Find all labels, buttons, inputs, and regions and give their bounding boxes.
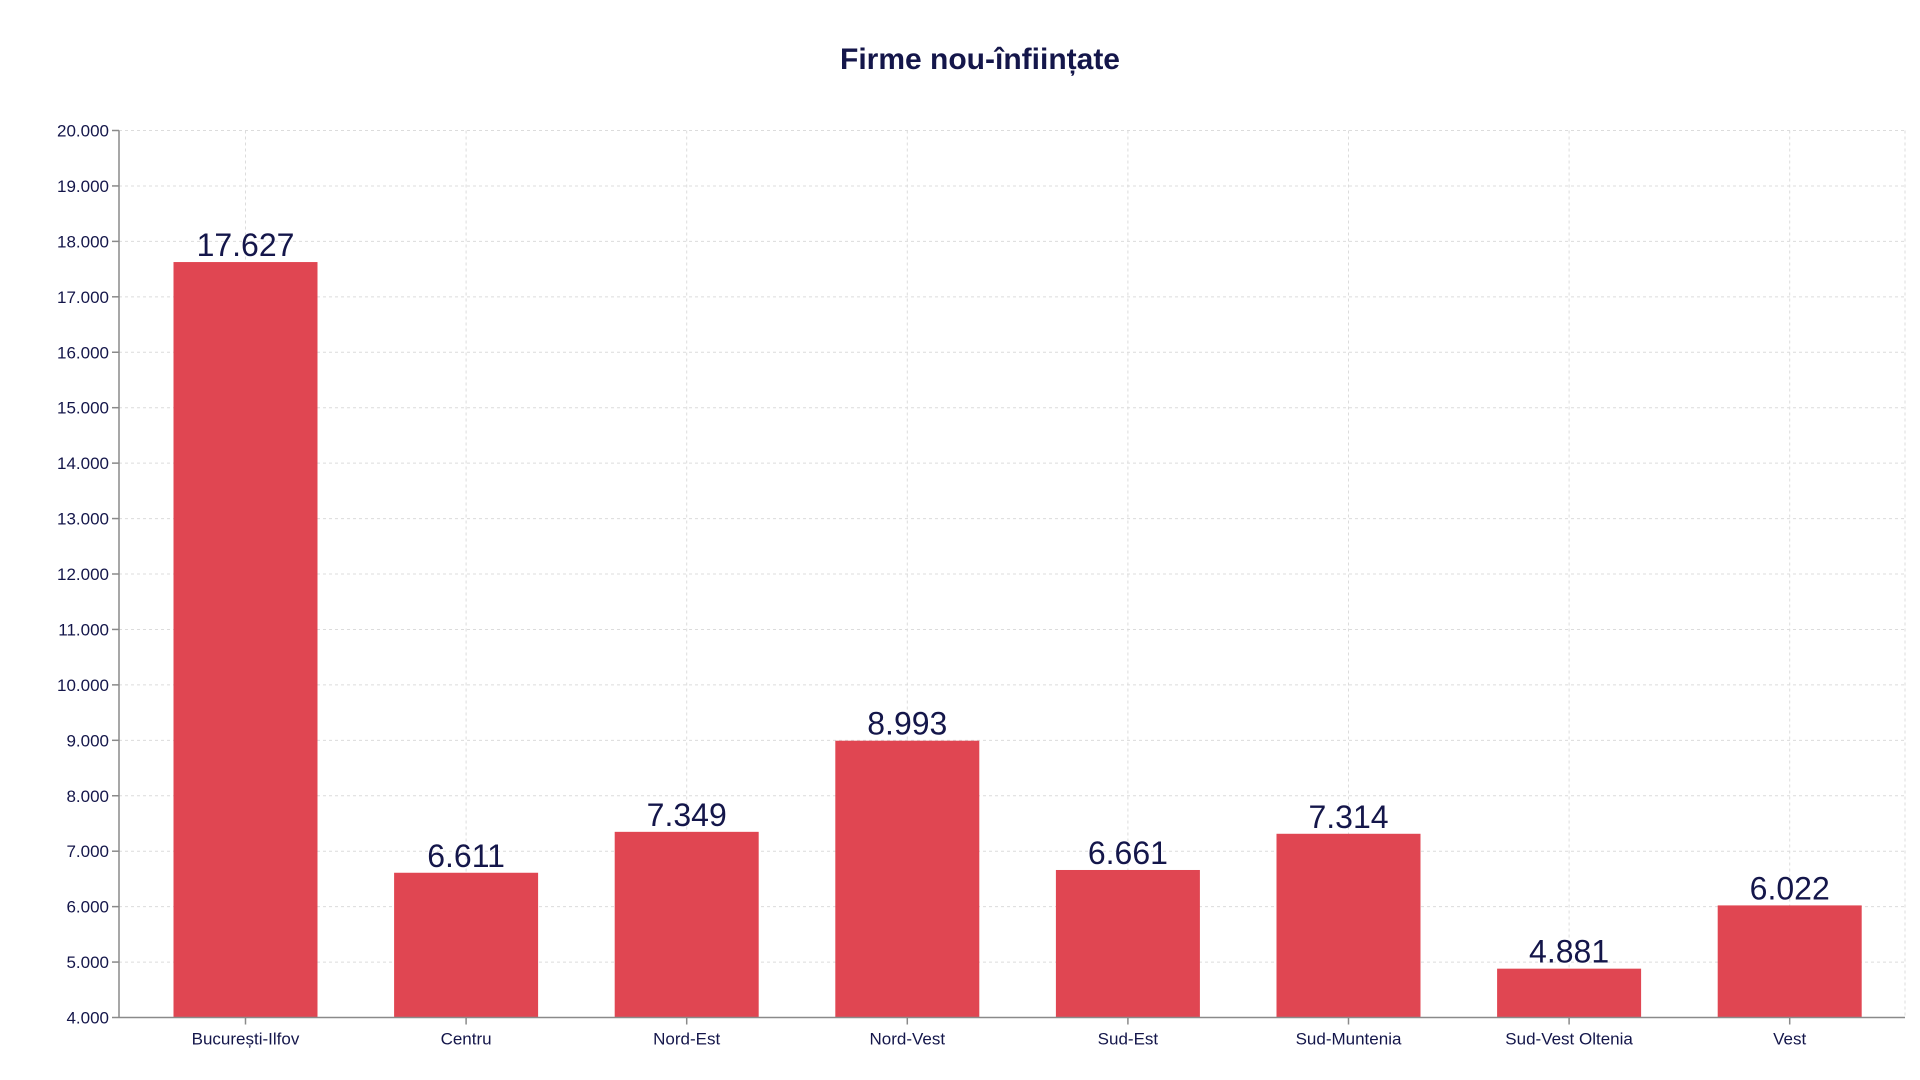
y-tick-label: 19.000: [57, 177, 109, 196]
bar-value-label: 7.314: [1308, 799, 1388, 835]
y-tick-label: 15.000: [57, 399, 109, 418]
y-tick-label: 18.000: [57, 232, 109, 251]
axes: 4.000 5.000 6.000 7.000 8.000 9.000 10.000 11.0…: [57, 122, 1905, 1028]
bar-value-label: 8.993: [867, 706, 947, 742]
y-tick-label: 9.000: [66, 731, 109, 750]
bar-sud-vest-oltenia[interactable]: [1497, 968, 1642, 1018]
chart-title: Firme nou-înființate: [840, 43, 1120, 76]
y-tick-label: 13.000: [57, 510, 109, 529]
y-tick-label: 10.000: [57, 676, 109, 695]
y-tick-label: 5.000: [66, 953, 109, 972]
bars: [173, 262, 1862, 1018]
bar-value-label: 7.349: [647, 797, 727, 833]
bar-nord-vest[interactable]: [835, 740, 980, 1018]
x-category-label: Nord-Vest: [870, 1030, 946, 1049]
x-category-label: Sud-Muntenia: [1296, 1030, 1402, 1049]
x-category-label: Sud-Vest Oltenia: [1505, 1030, 1633, 1049]
x-category-label: Nord-Est: [653, 1030, 720, 1049]
bar-value-label: 6.611: [427, 838, 505, 874]
bar-value-label: 17.627: [197, 227, 295, 263]
y-tick-label: 6.000: [66, 898, 109, 917]
bar-nord-est[interactable]: [614, 831, 759, 1018]
y-tick-label: 11.000: [58, 620, 109, 639]
bar-bucure-ti-ilfov[interactable]: [173, 262, 318, 1018]
y-tick-label: 12.000: [57, 565, 109, 584]
bar-sud-muntenia[interactable]: [1276, 833, 1421, 1018]
x-category-label: Vest: [1773, 1030, 1806, 1049]
x-category-label: Centru: [441, 1030, 492, 1049]
y-tick-label: 7.000: [66, 842, 109, 861]
bar-value-label: 6.022: [1750, 870, 1830, 906]
y-tick-label: 14.000: [57, 454, 109, 473]
y-tick-label: 8.000: [66, 787, 109, 806]
x-category-label: București-Ilfov: [192, 1030, 300, 1049]
labels: 17.627 București-Ilfov 6.611 Centru 7.349 Nor…: [192, 227, 1830, 1048]
x-category-label: Sud-Est: [1098, 1030, 1159, 1049]
bar-sud-est[interactable]: [1055, 869, 1200, 1018]
y-tick-label: 20.000: [57, 122, 109, 141]
y-tick-label: 4.000: [66, 1009, 109, 1028]
bar-value-label: 6.661: [1088, 835, 1168, 871]
bar-vest[interactable]: [1717, 905, 1862, 1018]
bar-value-label: 4.881: [1529, 934, 1609, 970]
y-tick-label: 16.000: [57, 343, 109, 362]
y-tick-label: 17.000: [57, 288, 109, 307]
bar-centru[interactable]: [394, 872, 539, 1018]
